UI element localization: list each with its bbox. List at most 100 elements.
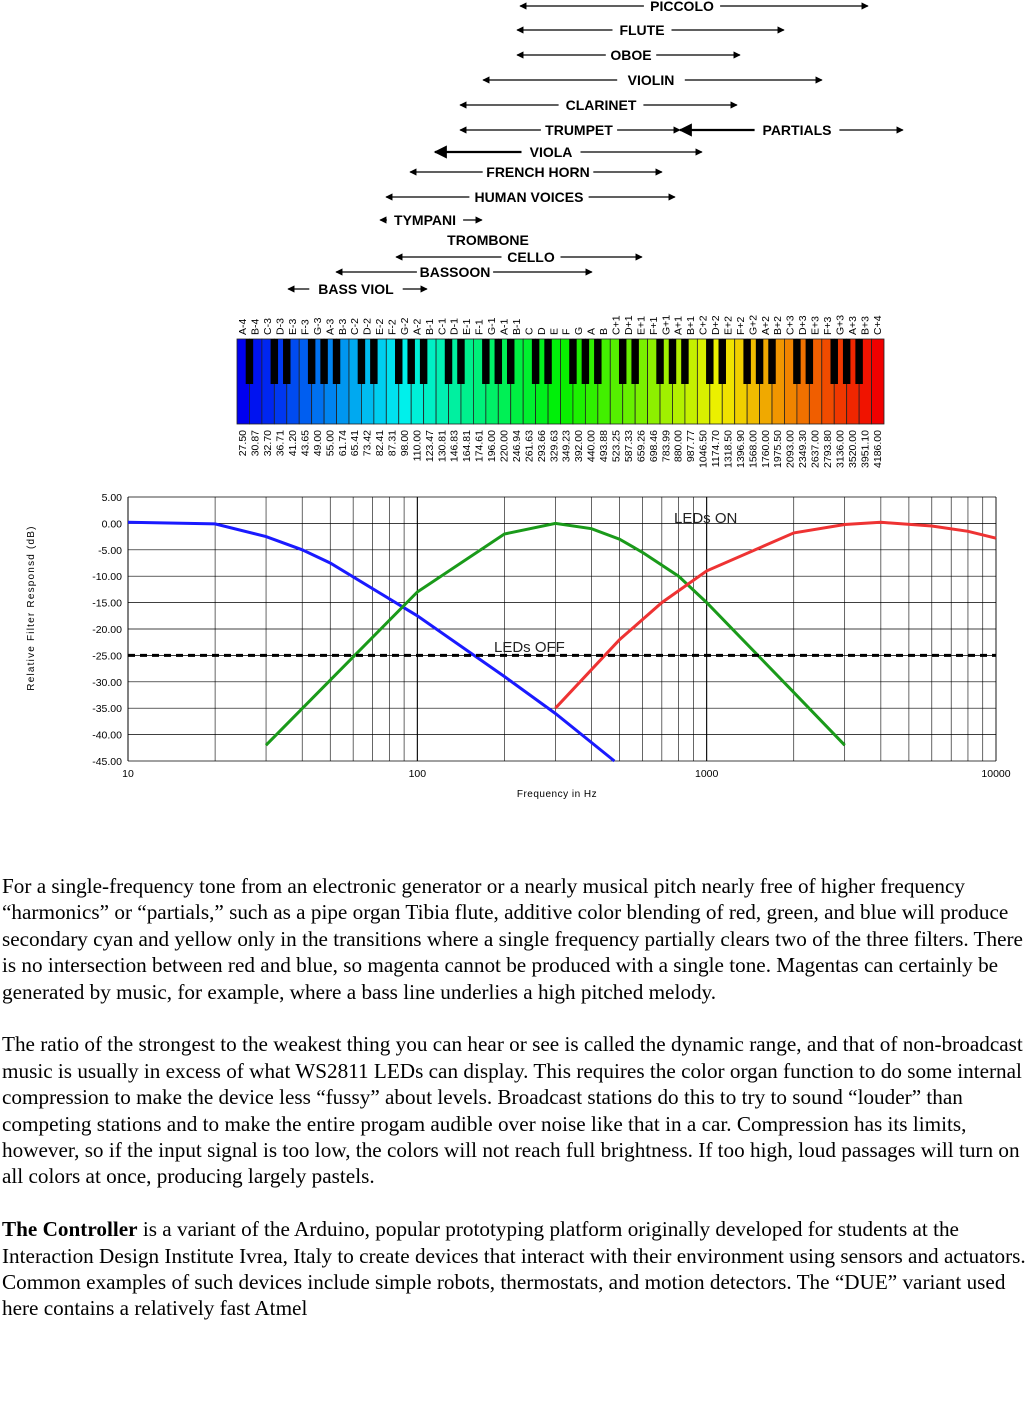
piano-keyboard: A-4 27.50 B-4 30.87 C-3 32.70 D-3 36.71 E-3 41.20… [236, 315, 885, 468]
y-tick-label: -25.00 [92, 650, 122, 662]
note-label: G+1 [660, 315, 672, 335]
black-key [668, 339, 677, 384]
paragraph-2: The ratio of the strongest to the weakes… [2, 1032, 1023, 1189]
instrument-label: BASS VIOL [318, 281, 394, 297]
white-key [871, 338, 885, 425]
note-label: D+2 [710, 315, 722, 335]
note-label: G-2 [399, 317, 411, 335]
note-label: B+3 [859, 316, 871, 335]
black-key [270, 339, 279, 384]
note-label: E-2 [374, 319, 386, 336]
frequency-label: 123.47 [424, 430, 436, 462]
note-label: D-1 [449, 318, 461, 335]
y-tick-label: -20.00 [92, 624, 122, 636]
frequency-label: 164.81 [461, 430, 473, 462]
black-key [656, 339, 664, 384]
black-key [755, 339, 764, 384]
range-french-horn: FRENCH HORN [409, 164, 663, 180]
note-label: G-1 [486, 317, 498, 335]
frequency-label: 1046.50 [698, 430, 710, 468]
frequency-label: 3520.00 [847, 430, 859, 468]
frequency-label: 246.94 [511, 430, 523, 462]
note-label: G [573, 327, 585, 335]
instrument-label: HUMAN VOICES [475, 189, 584, 205]
instrument-label: CELLO [507, 249, 555, 265]
frequency-label: 30.87 [250, 430, 262, 456]
black-key [370, 339, 378, 384]
frequency-label: 36.71 [275, 430, 287, 456]
black-key [395, 339, 403, 384]
frequency-label: 987.77 [685, 430, 697, 462]
note-label: C [523, 327, 535, 335]
frequency-label: 1318.50 [722, 430, 734, 468]
black-key [357, 339, 366, 384]
black-key [307, 339, 316, 384]
note-label: F-2 [387, 319, 399, 335]
y-axis-label: Relative Filter Responsd (dB) [26, 525, 37, 690]
range-cello: CELLO [395, 249, 643, 265]
note-label: A-1 [499, 319, 511, 336]
frequency-label: 523.25 [610, 430, 622, 462]
y-tick-label: -10.00 [92, 571, 122, 583]
black-key [457, 339, 465, 384]
frequency-label: 146.83 [449, 430, 461, 462]
black-key [283, 339, 291, 384]
frequency-label: 87.31 [387, 430, 399, 456]
frequency-label: 392.00 [573, 430, 585, 462]
note-label: B-4 [250, 319, 262, 336]
frequency-label: 220.00 [499, 430, 511, 462]
black-key [768, 339, 776, 384]
range-violin: VIOLIN [482, 72, 823, 88]
note-label: A-3 [324, 319, 336, 336]
note-label: D-2 [362, 318, 374, 335]
black-key [494, 339, 503, 384]
frequency-label: 174.61 [474, 430, 486, 462]
filter-response-chart: 5.00 0.00 -5.00 -10.00 -15.00 -20.00 -25.00 -30… [26, 492, 1011, 800]
black-key [631, 339, 639, 384]
frequency-label: 1760.00 [760, 430, 772, 468]
frequency-label: 130.81 [436, 430, 448, 462]
note-label: B-1 [511, 319, 523, 336]
y-tick-label: 5.00 [102, 492, 123, 504]
note-label: F+1 [648, 316, 660, 335]
range-tympani: TYMPANI [379, 212, 483, 228]
frequency-label: 261.63 [523, 430, 535, 462]
note-label: E+1 [635, 316, 647, 335]
frequency-label: 110.00 [411, 430, 423, 461]
note-label: F-3 [299, 319, 311, 335]
note-label: B+1 [685, 316, 697, 335]
range-viola: VIOLA [433, 144, 703, 160]
note-label: B-3 [337, 319, 349, 336]
range-clarinet: CLARINET [459, 97, 738, 113]
range-partials: PARTIALS [678, 122, 904, 138]
black-key [793, 339, 801, 384]
frequency-label: 2793.80 [822, 430, 834, 468]
note-label: A+2 [760, 316, 772, 335]
black-key [842, 339, 851, 384]
range-human-voices: HUMAN VOICES [385, 189, 676, 205]
note-label: E [548, 328, 560, 335]
note-label: C+3 [785, 315, 797, 335]
frequency-label: 659.26 [635, 430, 647, 462]
instrument-label: TYMPANI [394, 212, 456, 228]
note-label: G+3 [834, 315, 846, 335]
note-label: A+1 [673, 316, 685, 335]
frequency-label: 783.99 [660, 430, 672, 462]
frequency-label: 98.00 [399, 430, 411, 456]
frequency-label: 349.23 [561, 430, 573, 462]
instrument-label: CLARINET [566, 97, 637, 113]
black-key [855, 339, 863, 384]
note-label: D-3 [275, 318, 287, 335]
note-label: D+1 [623, 315, 635, 335]
black-key [531, 339, 540, 384]
instrument-label: BASSOON [420, 264, 491, 280]
frequency-label: 41.20 [287, 430, 299, 456]
note-label: C+4 [872, 315, 884, 335]
black-key [245, 339, 254, 384]
frequency-label: 61.74 [337, 430, 349, 456]
frequency-label: 2349.30 [797, 430, 809, 468]
frequency-label: 32.70 [262, 430, 274, 456]
article-text: For a single-frequency tone from an elec… [2, 873, 1029, 1348]
note-label: F+3 [822, 316, 834, 335]
y-tick-label: -40.00 [92, 730, 122, 742]
